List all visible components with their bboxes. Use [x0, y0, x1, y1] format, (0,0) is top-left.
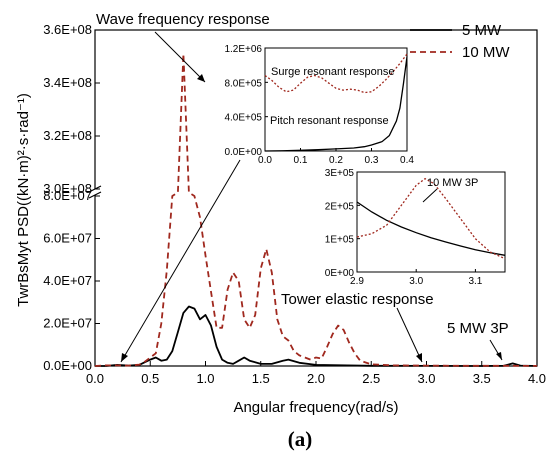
- annotation-inset2: 10 MW 3P: [422, 177, 478, 203]
- x-tick-label: 2.0: [307, 371, 325, 386]
- y-tick-label: 8.0E+07: [43, 188, 92, 203]
- inset-x-tick-label: 2.9: [350, 276, 364, 287]
- tower-elastic-label: Tower elastic response: [281, 291, 434, 308]
- inset-x-tick-label: 0.1: [294, 155, 308, 166]
- inset-y-tick-label: 3E+05: [325, 168, 355, 179]
- ten-mw-3p-label: 10 MW 3P: [427, 177, 478, 189]
- surge-resonant-label: Surge resonant response: [271, 66, 395, 78]
- annotation-inset1: Surge resonant response Pitch resonant r…: [270, 66, 395, 127]
- legend-10mw-label: 10 MW: [462, 44, 510, 61]
- inset-x-tick-label: 0.0: [258, 155, 272, 166]
- five-mw-3p-label: 5 MW 3P: [447, 320, 509, 337]
- x-tick-label: 1.0: [196, 371, 214, 386]
- inset-y-tick-label: 4.0E+05: [224, 113, 262, 124]
- x-tick-label: 0.5: [141, 371, 159, 386]
- inset-x-tick-label: 0.3: [365, 155, 379, 166]
- inset-y-tick-label: 0E+00: [325, 268, 355, 279]
- series-line-5-mw: [95, 305, 538, 367]
- x-axis-label: Angular frequency(rad/s): [233, 399, 398, 416]
- annotation-wave-frequency: Wave frequency response: [96, 11, 270, 363]
- x-tick-label: 1.5: [252, 371, 270, 386]
- inset-y-tick-label: 0.0E+00: [224, 147, 262, 158]
- inset-series-line-10-mw: [356, 177, 506, 260]
- inset-y-tick-label: 2E+05: [325, 201, 355, 212]
- inset-x-tick-label: 3.1: [468, 276, 482, 287]
- inset-y-tick-label: 1.2E+06: [224, 44, 262, 55]
- inset-3p-frame: [356, 171, 506, 273]
- x-tick-label: 2.5: [362, 371, 380, 386]
- y-tick-label: 0.0E+00: [43, 358, 92, 373]
- y-tick-label: 6.0E+07: [43, 231, 92, 246]
- y-tick-label: 3.4E+08: [43, 75, 92, 90]
- legend: 5 MW 10 MW: [410, 22, 510, 61]
- inset-series-line-5-mw: [264, 56, 408, 152]
- y-tick-label: 3.2E+08: [43, 128, 92, 143]
- inset-series-line-5-mw: [356, 201, 506, 256]
- pitch-resonant-label: Pitch resonant response: [270, 115, 389, 127]
- y-axis-label: TwrBsMyt PSD((kN·m)²·s·rad⁻¹): [15, 93, 32, 307]
- y-tick-label: 2.0E+07: [43, 316, 92, 331]
- inset-x-tick-label: 3.0: [409, 276, 423, 287]
- y-tick-label: 3.0E+08: [43, 181, 92, 196]
- inset-x-tick-label: 0.4: [400, 155, 414, 166]
- inset-series-line-10-mw: [264, 53, 408, 94]
- wave-frequency-label: Wave frequency response: [96, 11, 270, 28]
- series-line-10-mw: [94, 52, 538, 367]
- inset-x-tick-label: 0.2: [329, 155, 343, 166]
- y-tick-label: 3.6E+08: [43, 22, 92, 37]
- inset-y-tick-label: 8.0E+05: [224, 78, 262, 89]
- x-tick-label: 0.0: [86, 371, 104, 386]
- inset-y-tick-label: 1E+05: [325, 235, 355, 246]
- y-tick-label: 4.0E+07: [43, 273, 92, 288]
- legend-5mw-label: 5 MW: [462, 22, 502, 39]
- figure-caption: (a): [288, 427, 313, 451]
- x-tick-label: 3.5: [473, 371, 491, 386]
- x-tick-label: 3.0: [417, 371, 435, 386]
- annotation-5mw-3p: 5 MW 3P: [447, 320, 509, 361]
- annotation-tower-elastic: Tower elastic response: [281, 291, 434, 363]
- x-tick-label: 4.0: [528, 371, 546, 386]
- inset-low-frequency-frame: [264, 47, 408, 152]
